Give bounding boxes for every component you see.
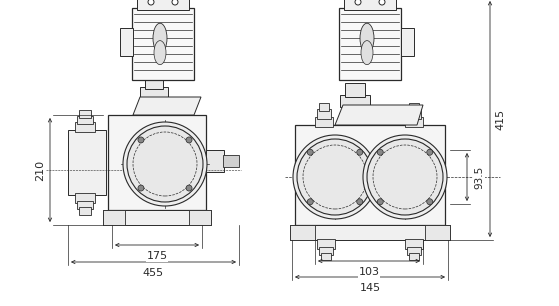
Bar: [409, 253, 419, 260]
Ellipse shape: [154, 41, 166, 65]
Circle shape: [427, 149, 433, 155]
Bar: [132, 8, 194, 80]
Bar: [401, 28, 414, 56]
Circle shape: [377, 149, 383, 155]
Text: 175: 175: [146, 251, 168, 261]
Bar: [103, 210, 211, 225]
Bar: [145, 75, 163, 89]
Bar: [321, 253, 331, 260]
Bar: [108, 115, 206, 210]
Bar: [137, 0, 189, 10]
Bar: [425, 225, 450, 240]
Bar: [103, 210, 125, 225]
Bar: [319, 247, 333, 255]
Bar: [344, 0, 396, 10]
Circle shape: [307, 149, 313, 155]
Circle shape: [148, 0, 154, 5]
Circle shape: [138, 137, 144, 143]
Bar: [405, 117, 423, 127]
Bar: [290, 225, 450, 240]
Text: 93.5: 93.5: [474, 165, 484, 188]
Bar: [223, 155, 239, 167]
Circle shape: [377, 199, 383, 205]
Ellipse shape: [127, 126, 203, 202]
Bar: [405, 239, 423, 249]
Circle shape: [172, 0, 178, 5]
Circle shape: [138, 185, 144, 191]
Bar: [75, 122, 95, 132]
Bar: [319, 103, 329, 111]
Bar: [315, 117, 333, 127]
Circle shape: [355, 0, 361, 5]
Bar: [120, 28, 133, 56]
Bar: [407, 247, 421, 255]
Text: 210: 210: [35, 159, 45, 181]
Bar: [75, 193, 95, 203]
Bar: [79, 207, 91, 215]
Bar: [68, 130, 106, 195]
Ellipse shape: [297, 139, 373, 215]
Circle shape: [307, 199, 313, 205]
Bar: [340, 95, 370, 107]
Bar: [317, 239, 335, 249]
Circle shape: [186, 185, 192, 191]
Bar: [290, 225, 315, 240]
Circle shape: [357, 199, 363, 205]
Polygon shape: [133, 97, 201, 115]
Ellipse shape: [360, 23, 374, 53]
Bar: [345, 83, 365, 97]
Circle shape: [427, 199, 433, 205]
Bar: [295, 125, 445, 225]
Ellipse shape: [123, 122, 207, 206]
Circle shape: [379, 0, 385, 5]
Ellipse shape: [153, 23, 167, 53]
Bar: [77, 116, 93, 124]
Bar: [206, 150, 224, 172]
Circle shape: [186, 137, 192, 143]
Polygon shape: [335, 105, 423, 125]
Bar: [339, 8, 401, 80]
Ellipse shape: [293, 135, 377, 219]
Text: 455: 455: [143, 268, 164, 278]
Bar: [317, 109, 331, 119]
Ellipse shape: [361, 41, 373, 65]
Bar: [140, 87, 168, 99]
Bar: [77, 201, 93, 209]
Bar: [189, 210, 211, 225]
Text: 103: 103: [358, 267, 380, 277]
Bar: [79, 110, 91, 118]
Text: 415: 415: [495, 108, 505, 129]
Bar: [409, 103, 419, 111]
Bar: [407, 109, 421, 119]
Circle shape: [357, 149, 363, 155]
Ellipse shape: [367, 139, 443, 215]
Ellipse shape: [363, 135, 447, 219]
Text: 145: 145: [359, 283, 381, 293]
